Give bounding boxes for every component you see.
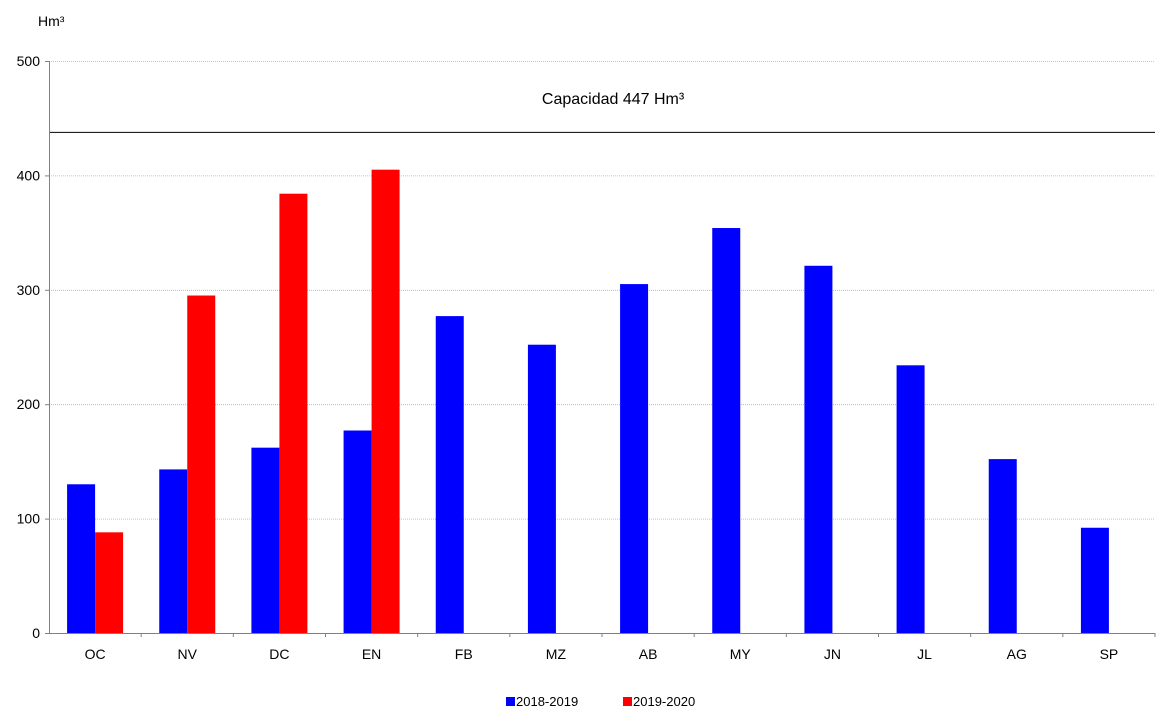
bar-2018-2019-FB [435, 316, 464, 633]
y-tick-labels: 0 100 200 300 400 500 [17, 53, 49, 641]
bar-2018-2019-DC [251, 447, 280, 633]
legend-swatch [623, 697, 632, 706]
bar-2018-2019-JL [896, 365, 925, 633]
x-tick-labels: OC NV DC EN FB MZ AB MY JN JL AG SP [85, 633, 1156, 662]
capacity-reference: Capacidad 447 Hm³ [49, 91, 1155, 133]
x-tick-label: AB [639, 646, 658, 662]
x-tick-label: OC [85, 646, 106, 662]
x-tick-label: NV [178, 646, 198, 662]
legend: 2018-2019 2019-2020 [506, 694, 695, 709]
x-tick-label: FB [455, 646, 473, 662]
legend-swatch [506, 697, 515, 706]
x-tick-label: JN [824, 646, 841, 662]
capacity-label: Capacidad 447 Hm³ [542, 91, 685, 108]
y-axis-label: Hm³ [38, 13, 65, 29]
bar-2019-2020-OC [95, 532, 124, 633]
x-tick-label: MY [730, 646, 752, 662]
bar-2018-2019-OC [67, 484, 96, 633]
y-tick-label: 100 [17, 511, 41, 527]
bar-2019-2020-NV [187, 295, 216, 633]
bar-2019-2020-EN [371, 169, 400, 633]
x-tick-label: JL [917, 646, 932, 662]
x-tick-label: SP [1100, 646, 1119, 662]
bar-2018-2019-AG [988, 459, 1017, 633]
x-tick-label: AG [1007, 646, 1027, 662]
bar-2018-2019-AB [620, 284, 649, 633]
legend-label: 2018-2019 [516, 694, 578, 709]
bar-2019-2020-DC [279, 193, 308, 634]
y-tick-label: 500 [17, 53, 41, 69]
bar-2018-2019-MY [712, 228, 741, 634]
y-tick-label: 300 [17, 282, 41, 298]
y-tick-label: 0 [32, 625, 40, 641]
bar-2018-2019-SP [1080, 527, 1109, 633]
bars [67, 169, 1109, 634]
y-tick-label: 200 [17, 396, 41, 412]
bar-2018-2019-MZ [527, 344, 556, 633]
bar-2018-2019-JN [804, 265, 833, 633]
bar-2018-2019-NV [159, 469, 188, 633]
bar-2018-2019-EN [343, 430, 372, 633]
x-tick-label: MZ [546, 646, 567, 662]
y-tick-label: 400 [17, 167, 41, 183]
x-tick-label: DC [269, 646, 289, 662]
x-tick-label: EN [362, 646, 381, 662]
legend-label: 2019-2020 [633, 694, 695, 709]
gridlines [49, 61, 1155, 520]
